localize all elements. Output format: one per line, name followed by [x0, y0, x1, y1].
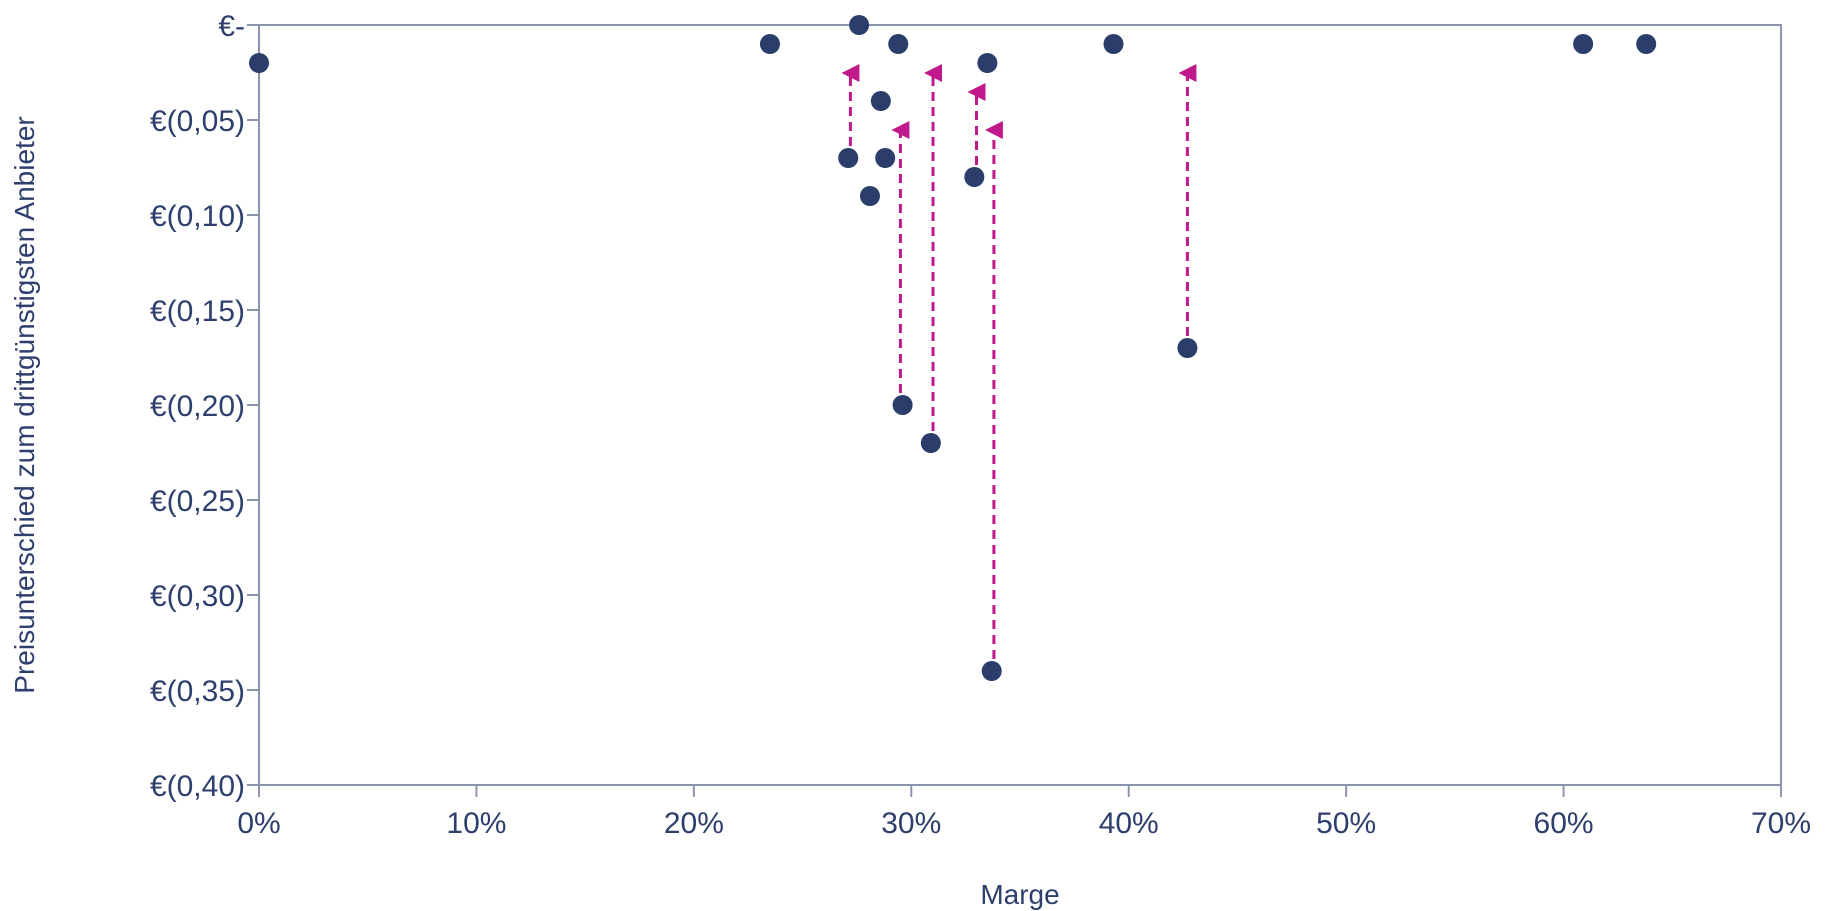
data-point — [892, 395, 913, 415]
plot-area — [258, 24, 1782, 786]
arrow-series — [841, 64, 1197, 659]
plot-border — [258, 24, 1782, 786]
point-series — [249, 15, 1657, 681]
y-axis: €- €(0,05) €(0,10) €(0,15) €(0,20) €(0,25) €(0… — [150, 10, 259, 803]
data-point — [1177, 338, 1198, 358]
x-axis-title: Marge — [980, 879, 1059, 910]
x-tick-label: 70% — [1751, 807, 1811, 840]
y-tick-label: €(0,10) — [150, 200, 245, 233]
data-point — [1573, 34, 1594, 54]
x-tick-label: 50% — [1316, 807, 1376, 840]
data-point — [838, 148, 859, 168]
y-tick-label: €(0,15) — [150, 295, 245, 328]
x-tick-label: 40% — [1099, 807, 1159, 840]
data-point — [977, 53, 998, 73]
data-point — [859, 186, 880, 206]
y-tick-label: €(0,30) — [150, 580, 245, 613]
x-axis: 0% 10% 20% 30% 40% 50% 60% 70% — [237, 785, 1811, 840]
data-point — [920, 433, 941, 453]
data-point — [1103, 34, 1124, 54]
y-tick-label: €(0,05) — [150, 105, 245, 138]
y-tick-label: €(0,40) — [150, 770, 245, 803]
y-tick-label: €(0,35) — [150, 675, 245, 708]
data-point — [875, 148, 896, 168]
data-point — [981, 661, 1002, 681]
x-tick-label: 10% — [446, 807, 506, 840]
x-tick-label: 60% — [1534, 807, 1594, 840]
y-tick-label: €- — [218, 10, 245, 43]
y-tick-label: €(0,20) — [150, 390, 245, 423]
data-point — [1636, 34, 1657, 54]
y-tick-label: €(0,25) — [150, 485, 245, 518]
x-tick-label: 30% — [881, 807, 941, 840]
data-point — [870, 91, 891, 111]
data-point — [759, 34, 780, 54]
x-tick-label: 20% — [664, 807, 724, 840]
data-point — [249, 53, 269, 73]
data-point — [888, 34, 909, 54]
y-axis-title: Preisunterschied zum drittgünstigsten An… — [9, 116, 40, 693]
x-tick-label: 0% — [237, 807, 280, 840]
data-point — [964, 167, 985, 187]
data-point — [849, 15, 870, 35]
